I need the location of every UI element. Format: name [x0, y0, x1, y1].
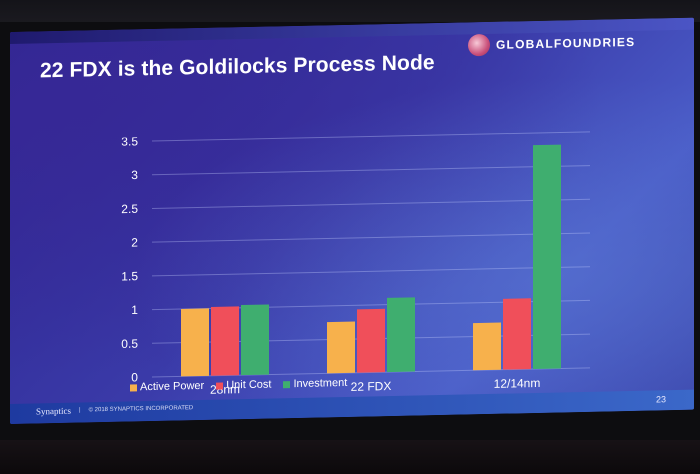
copyright-text: © 2018 SYNAPTICS INCORPORATED [88, 405, 194, 414]
gridline [152, 198, 590, 209]
footer-separator: | [79, 407, 81, 414]
page-number: 23 [656, 394, 667, 405]
bar-unit-cost [503, 298, 531, 370]
y-axis-labels: 0 0.5 1 1.5 2 2.5 3 3.5 [121, 134, 138, 384]
bar-unit-cost [211, 306, 239, 376]
bar-unit-cost [357, 308, 385, 373]
y-tick-label: 2 [131, 235, 138, 249]
x-tick-label: 12/14nm [494, 376, 541, 391]
y-tick-label: 0 [131, 370, 138, 384]
y-tick-label: 3.5 [121, 134, 138, 148]
gridline [152, 165, 590, 176]
bar-investment [533, 144, 561, 370]
gridline [152, 266, 590, 277]
foreground-dark [0, 440, 700, 474]
y-tick-label: 0.5 [121, 337, 138, 351]
legend-label-investment: Investment [293, 376, 348, 391]
legend-item-unit-cost: Unit Cost [216, 379, 271, 392]
gridline [152, 131, 590, 142]
x-tick-label: 22 FDX [351, 379, 392, 394]
gridline [152, 232, 590, 243]
slide-title: 22 FDX is the Goldilocks Process Node [40, 51, 435, 83]
presentation-slide: 22 FDX is the Goldilocks Process Node GL… [10, 17, 694, 425]
synaptics-logo: Synaptics [36, 405, 71, 417]
legend-swatch-active-power [130, 383, 137, 391]
y-tick-label: 2.5 [121, 202, 138, 216]
logo-text: GLOBALFOUNDRIES [496, 34, 636, 52]
bar-active-power [181, 308, 209, 377]
legend-item-active-power: Active Power [130, 380, 204, 394]
bar-active-power [327, 321, 355, 374]
bar-active-power [473, 322, 501, 371]
y-tick-label: 3 [131, 168, 138, 182]
legend-item-investment: Investment [283, 377, 347, 390]
globalfoundries-logo-icon [468, 33, 490, 57]
y-tick-label: 1.5 [121, 269, 138, 283]
globalfoundries-logo: GLOBALFOUNDRIES [468, 31, 635, 57]
bars [181, 144, 561, 377]
gridlines [152, 131, 590, 378]
legend-swatch-unit-cost [216, 382, 224, 390]
legend-label-active-power: Active Power [140, 379, 205, 394]
y-tick-label: 1 [131, 303, 138, 317]
legend-swatch-investment [283, 380, 291, 388]
bar-investment [241, 304, 269, 376]
bar-chart: 00.511.522.533.5 28nm 22 FDX 12/14nm [121, 131, 590, 397]
bar-investment [387, 297, 415, 373]
legend-label-unit-cost: Unit Cost [226, 378, 272, 392]
